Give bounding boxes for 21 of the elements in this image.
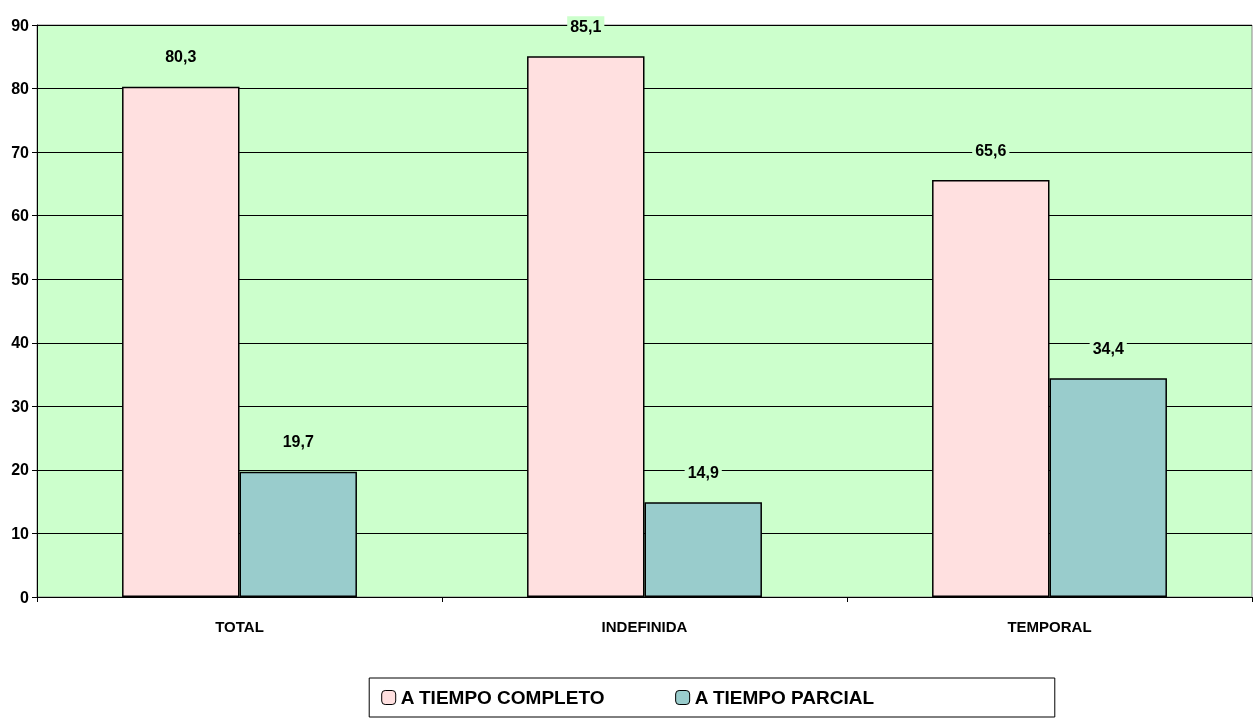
y-tick-label: 30 (11, 397, 30, 415)
y-tick-label: 50 (11, 270, 30, 288)
y-tick-label: 10 (11, 524, 30, 542)
y-tick-label: 0 (20, 588, 30, 606)
y-tick-label: 70 (11, 143, 30, 161)
x-tick-label: TOTAL (215, 618, 264, 635)
y-tick-label: 80 (11, 80, 30, 98)
x-tick-label: TEMPORAL (1007, 618, 1092, 635)
y-tick-label: 40 (11, 334, 30, 352)
legend-label: A TIEMPO COMPLETO (400, 687, 605, 708)
data-label: 65,6 (975, 141, 1007, 159)
y-tick-label: 60 (11, 207, 30, 225)
y-tick-label: 90 (11, 16, 30, 34)
data-label: 14,9 (687, 463, 719, 481)
legend-label: A TIEMPO PARCIAL (694, 687, 875, 708)
y-tick-label: 20 (11, 461, 30, 479)
data-label: 80,3 (165, 48, 197, 66)
data-label: 85,1 (570, 17, 602, 35)
x-tick-label: INDEFINIDA (601, 618, 688, 635)
data-label: 34,4 (1092, 339, 1124, 357)
data-label: 19,7 (282, 433, 314, 451)
